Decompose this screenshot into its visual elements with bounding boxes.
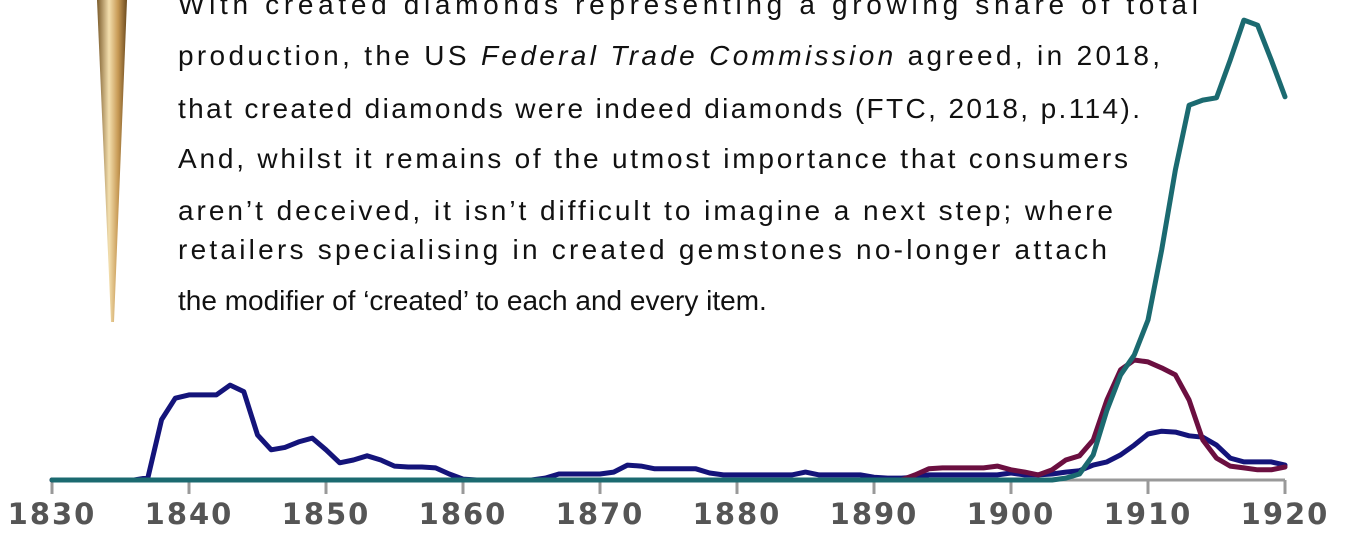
x-tick-label: 1860 [419, 497, 508, 531]
line: the modifier of ‘created’ to each and ev… [178, 285, 767, 316]
x-tick-label: 1830 [8, 497, 97, 531]
paragraph: With created diamonds representing a gro… [178, 0, 1198, 316]
x-tick-label: 1880 [693, 497, 782, 531]
line: And, whilst it remains of the utmost imp… [178, 143, 1128, 174]
span: production, the US [178, 40, 478, 71]
x-tick-label: 1870 [556, 497, 645, 531]
line: With created diamonds representing a gro… [178, 0, 1198, 20]
line: aren’t deceived, it isn’t difficult to i… [178, 195, 1113, 226]
x-tick-label: 1850 [282, 497, 371, 531]
line: production, the US Federal Trade Commiss… [178, 40, 1160, 71]
x-tick-label: 1890 [830, 497, 919, 531]
page: With created diamonds representing a gro… [0, 0, 1347, 539]
needle [97, 0, 127, 322]
line: retailers specialising in created gemsto… [178, 234, 1107, 265]
x-tick-label: 1910 [1104, 497, 1193, 531]
x-tick-label: 1920 [1241, 497, 1330, 531]
span: Federal Trade Commission [481, 40, 893, 71]
span: agreed, in 2018, [897, 40, 1160, 71]
x-tick-label: 1840 [145, 497, 234, 531]
x-tick-label: 1900 [967, 497, 1056, 531]
line: that created diamonds were indeed diamon… [178, 93, 1140, 124]
